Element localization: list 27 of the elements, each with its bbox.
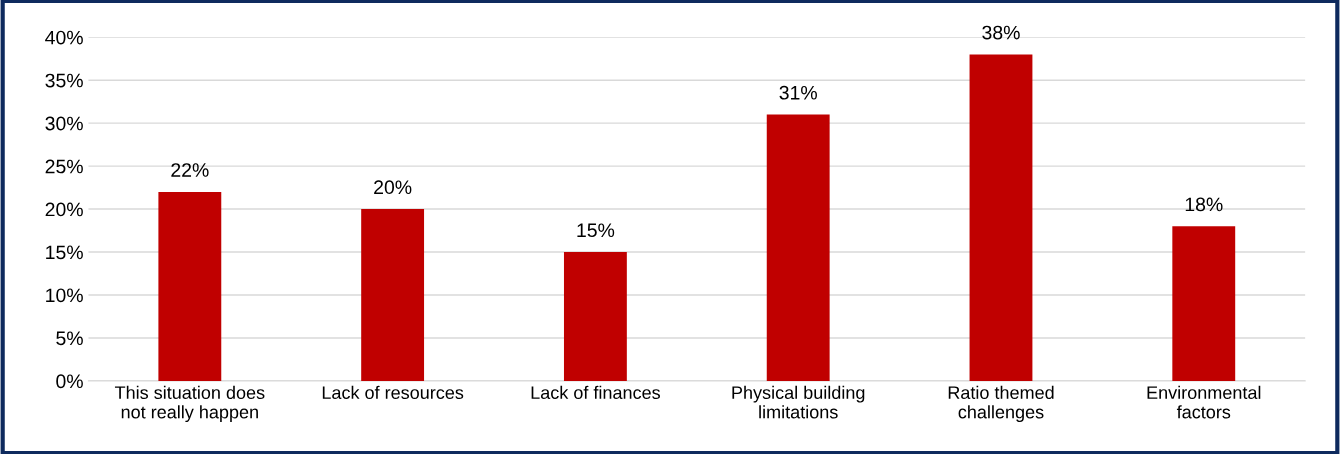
y-tick-label: 35% xyxy=(45,73,83,88)
bar xyxy=(1172,226,1236,381)
data-label: 22% xyxy=(171,163,209,177)
y-tick-label: 0% xyxy=(56,374,83,389)
x-tick-label: Lack of resources xyxy=(322,385,464,400)
y-tick-label: 20% xyxy=(45,202,83,217)
y-tick-label: 5% xyxy=(56,331,83,346)
data-label: 20% xyxy=(374,180,412,195)
bar xyxy=(766,114,830,381)
bar xyxy=(969,54,1033,381)
y-tick-label: 40% xyxy=(45,30,83,45)
y-tick-label: 10% xyxy=(46,288,83,303)
data-label: 31% xyxy=(779,85,817,100)
x-tick-label: Ratio themed challenges xyxy=(948,385,1054,423)
y-tick-label: 25% xyxy=(45,159,83,174)
y-tick-label: 15% xyxy=(46,245,83,260)
x-tick-label: Environmental factors xyxy=(1147,385,1261,419)
data-label: 18% xyxy=(1185,197,1223,212)
bar xyxy=(563,252,627,381)
x-tick-label: This situation does not really happen xyxy=(114,385,265,423)
bar xyxy=(361,209,425,381)
x-tick-label: Physical building limitations xyxy=(732,385,865,419)
data-label: 38% xyxy=(982,25,1020,40)
y-tick-label: 30% xyxy=(45,116,83,131)
bar xyxy=(158,191,222,381)
data-label: 15% xyxy=(577,223,615,238)
x-tick-label: Lack of finances xyxy=(531,385,660,400)
